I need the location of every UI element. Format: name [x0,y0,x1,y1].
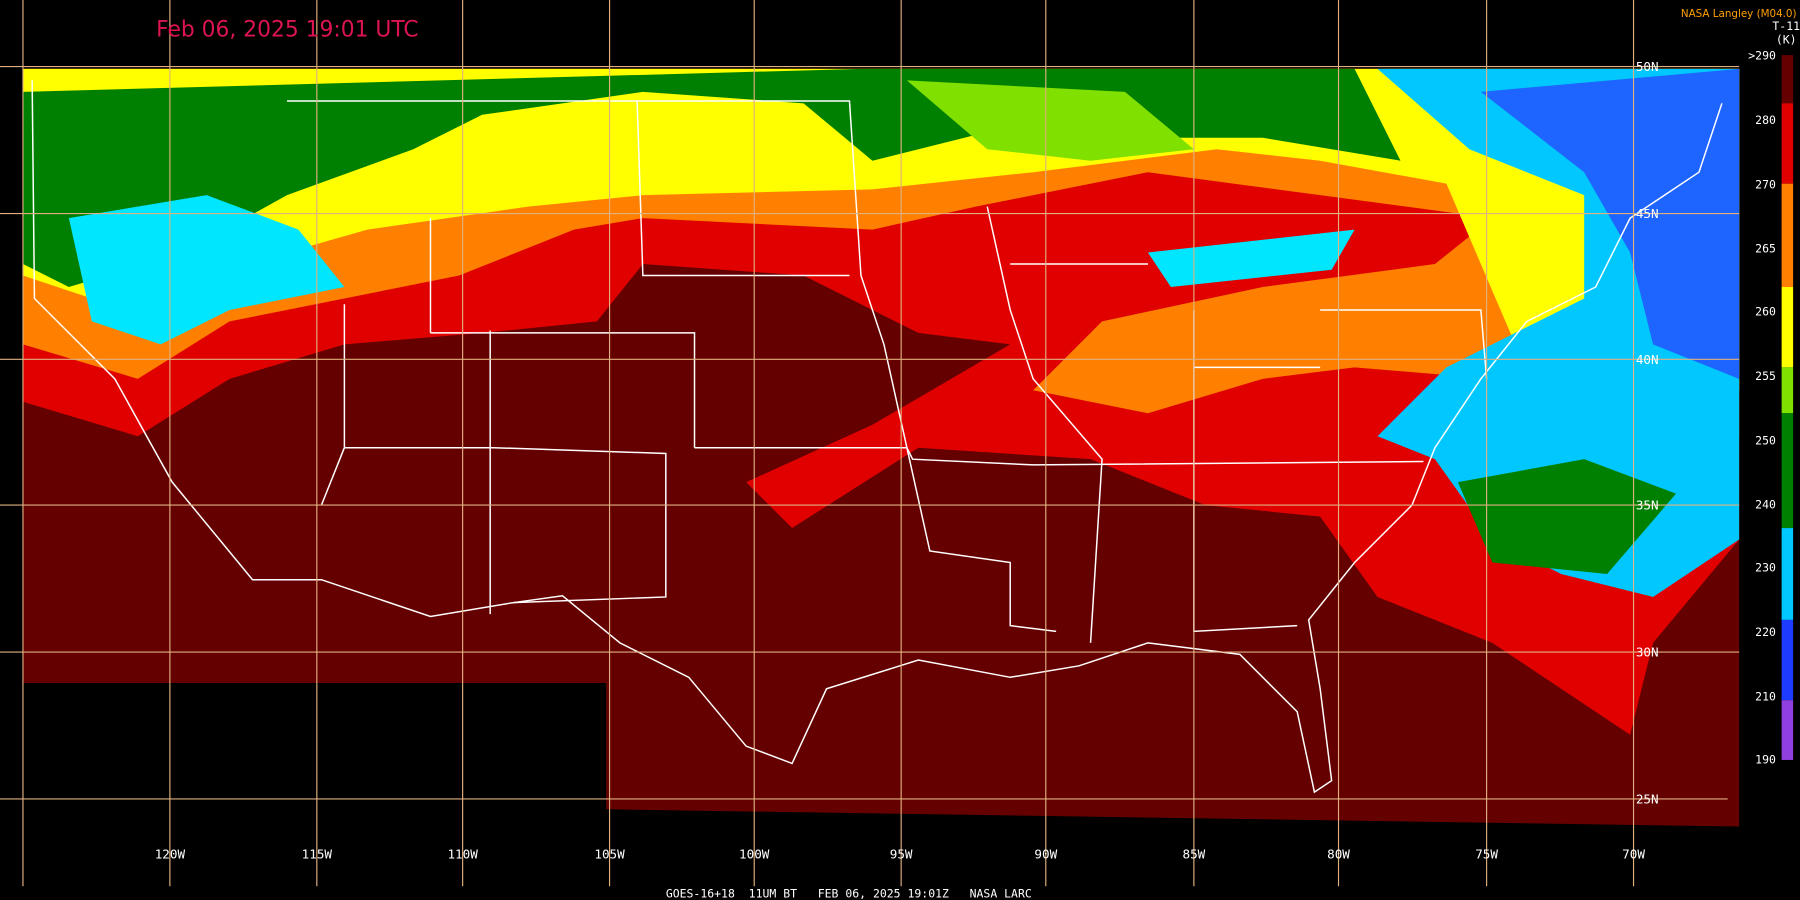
colorbar-tick-label: 265 [1755,242,1776,256]
latitude-label: 35N [1636,498,1659,513]
latitude-label: 45N [1636,206,1659,221]
longitude-label: 120W [155,847,186,862]
longitude-label: 100W [739,847,770,862]
colorbar-tick-label: 220 [1755,625,1776,639]
colorbar-tick-label: 240 [1755,498,1776,512]
latitude-label: 50N [1636,59,1659,74]
longitude-label: 70W [1622,847,1645,862]
longitude-label: 115W [302,847,333,862]
longitude-label: 95W [890,847,913,862]
colorbar-tick-label: 210 [1755,689,1776,703]
colorbar-tick-label: 270 [1755,177,1776,191]
graticule [0,0,1740,900]
longitude-label: 80W [1327,847,1350,862]
colorbar-tick-label: 190 [1755,752,1776,766]
latitude-label: 30N [1636,645,1659,660]
latitude-label: 40N [1636,352,1659,367]
longitude-label: 90W [1034,847,1057,862]
colorbar-tick-label: >290 [1748,49,1776,63]
colorbar-tick-label: 260 [1755,305,1776,319]
colorbar-tick-label: 230 [1755,561,1776,575]
colorbar [1781,55,1794,760]
footer-bar [0,886,1800,900]
colorbar-tick-label: 255 [1755,369,1776,383]
longitude-label: 110W [447,847,478,862]
colorbar-tick-label: 250 [1755,433,1776,447]
footer: GOES-16+18 11UM BT FEB 06, 2025 19:01Z N… [666,887,1032,900]
longitude-label: 105W [594,847,625,862]
title: Feb 06, 2025 19:01 UTC [156,18,418,43]
longitude-label: 75W [1475,847,1498,862]
colorbar-title: T-11 [1772,19,1800,33]
longitude-label: 85W [1182,847,1205,862]
credit: NASA Langley (M04.0) [1681,8,1797,20]
colorbar-tick-label: 280 [1755,113,1776,127]
colorbar-title: (K) [1776,33,1797,47]
latitude-label: 25N [1636,792,1659,807]
